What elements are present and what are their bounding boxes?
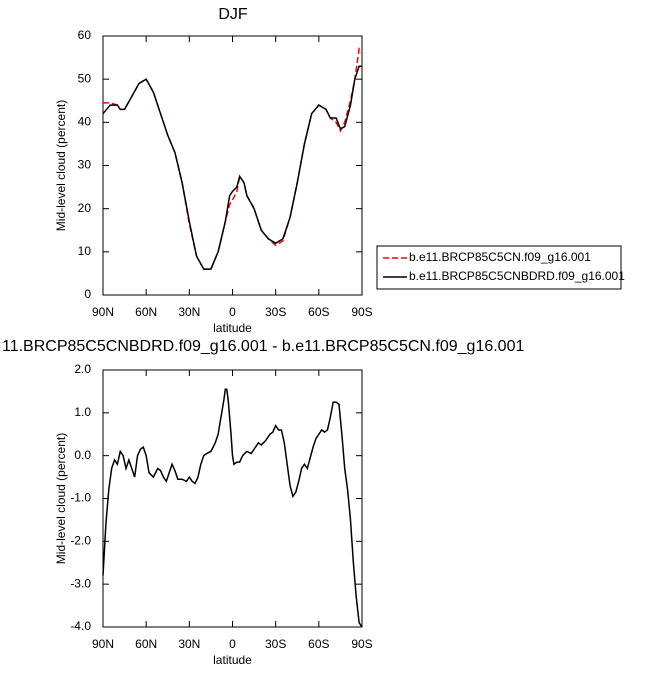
y-tick-label: -3.0	[70, 576, 91, 590]
y-tick-label: 60	[78, 28, 92, 42]
chart-title: 11.BRCP85C5CNBDRD.f09_g16.001 - b.e11.BR…	[2, 338, 524, 355]
x-tick-label: 0	[229, 305, 236, 319]
plot-frame	[102, 35, 363, 296]
x-axis-label: latitude	[213, 321, 252, 335]
x-tick-label: 60S	[308, 305, 329, 319]
y-tick-label: -2.0	[70, 534, 91, 548]
x-axis-label: latitude	[213, 653, 252, 667]
plot-frame	[102, 369, 363, 628]
x-tick-label: 60N	[135, 637, 157, 651]
x-tick-label: 90N	[92, 305, 114, 319]
x-tick-label: 90S	[351, 637, 372, 651]
x-tick-label: 30N	[178, 305, 200, 319]
x-tick-label: 90S	[351, 305, 372, 319]
legend-label: b.e11.BRCP85C5CN.f09_g16.001	[409, 250, 591, 264]
y-tick-label: 2.0	[74, 362, 91, 376]
y-tick-label: -1.0	[70, 491, 91, 505]
y-axis-label: Mid-level cloud (percent)	[54, 100, 68, 231]
y-tick-label: 0.0	[74, 448, 91, 462]
x-tick-label: 30S	[265, 305, 286, 319]
x-tick-label: 60S	[308, 637, 329, 651]
series-line	[102, 65, 362, 270]
legend-box	[376, 245, 622, 290]
y-tick-label: 0	[84, 287, 91, 301]
y-tick-label: 40	[78, 115, 92, 129]
chart-title: DJF	[218, 6, 248, 23]
x-tick-label: 60N	[135, 305, 157, 319]
y-axis-label: Mid-level cloud (percent)	[54, 433, 68, 564]
y-tick-label: 1.0	[74, 405, 91, 419]
x-tick-label: 30S	[265, 637, 286, 651]
series-line	[102, 388, 363, 628]
legend-label: b.e11.BRCP85C5CNBDRD.f09_g16.001	[409, 269, 625, 283]
x-tick-label: 90N	[92, 637, 114, 651]
y-tick-label: 10	[78, 244, 92, 258]
y-tick-label: 20	[78, 201, 92, 215]
x-tick-label: 0	[229, 637, 236, 651]
y-tick-label: 30	[78, 158, 92, 172]
x-tick-label: 30N	[178, 637, 200, 651]
y-tick-label: -4.0	[70, 619, 91, 633]
y-tick-label: 50	[78, 71, 92, 85]
